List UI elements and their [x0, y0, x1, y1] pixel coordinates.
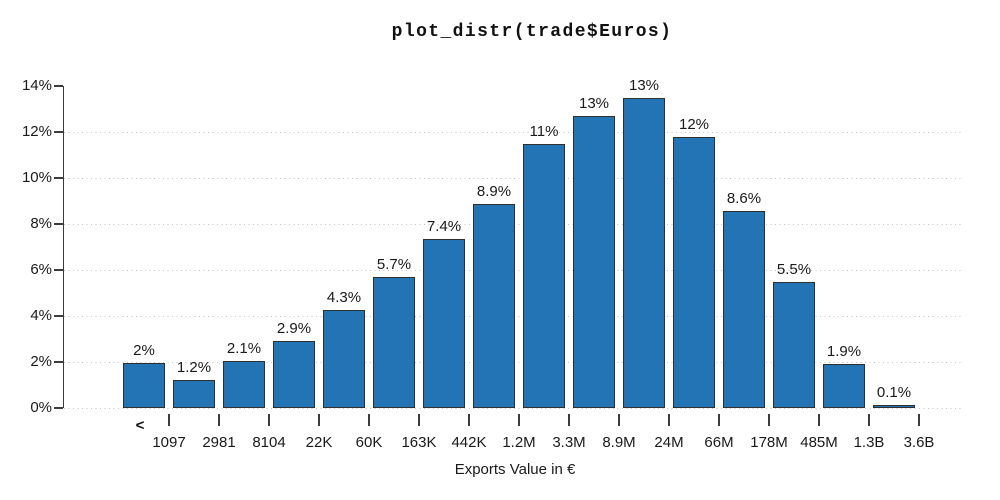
x-tick-label: 1097 [152, 434, 186, 451]
y-axis-line [62, 86, 64, 408]
x-tick [518, 414, 520, 426]
bar-value-label: 11% [529, 122, 559, 140]
x-tick [168, 414, 170, 426]
bar [723, 211, 765, 408]
bar [873, 405, 915, 408]
x-tick-label: 22K [305, 434, 333, 451]
y-tick-label: 12% [21, 123, 52, 140]
x-axis-title: Exports Value in € [454, 461, 576, 478]
bar-value-label: 2.1% [226, 339, 262, 357]
chart-title: plot_distr(trade$Euros) [391, 22, 673, 42]
gridline [64, 178, 962, 179]
x-tick [318, 414, 320, 426]
gridline [64, 132, 962, 133]
y-tick [54, 131, 63, 133]
bar-value-label: 4.3% [326, 289, 362, 307]
x-tick-label: 1.3B [853, 434, 885, 451]
x-tick [568, 414, 570, 426]
bar-value-label: 2.9% [276, 320, 312, 338]
y-tick-label: 10% [21, 169, 52, 186]
x-tick [868, 414, 870, 426]
less-than-marker: < [135, 417, 145, 434]
y-tick [54, 269, 63, 271]
bar-value-label: 2% [133, 342, 155, 360]
bar [173, 380, 215, 408]
x-tick [918, 414, 920, 426]
bar-value-label: 5.7% [376, 255, 412, 273]
y-tick [54, 361, 63, 363]
x-tick-label: 3.3M [552, 434, 586, 451]
bar-value-label: 7.4% [426, 217, 462, 235]
y-tick-label: 8% [30, 215, 52, 232]
x-tick [268, 414, 270, 426]
y-tick [54, 223, 63, 225]
bar [373, 276, 415, 408]
bar-value-label: 13% [628, 76, 660, 94]
bar-value-label: 12% [678, 115, 710, 133]
x-tick-label: 442K [451, 434, 487, 451]
x-tick [418, 414, 420, 426]
y-tick [54, 407, 63, 409]
bar-value-label: 1.2% [176, 359, 212, 377]
bar [473, 204, 515, 408]
bar-value-label: 8.6% [726, 190, 762, 208]
y-tick-label: 2% [30, 353, 52, 370]
bar [323, 310, 365, 408]
bar [573, 115, 615, 408]
x-tick-label: 24M [654, 434, 684, 451]
x-tick-label: 2981 [202, 434, 236, 451]
y-tick [54, 177, 63, 179]
x-tick [218, 414, 220, 426]
x-tick-label: 1.2M [502, 434, 536, 451]
y-tick-label: 0% [30, 399, 52, 416]
y-tick [54, 315, 63, 317]
bar-value-label: 0.1% [876, 384, 912, 401]
bar [673, 136, 715, 408]
x-tick-label: 8104 [252, 434, 286, 451]
bar [623, 97, 665, 408]
y-tick-label: 6% [30, 261, 52, 278]
x-tick [468, 414, 470, 426]
bar-value-label: 1.9% [826, 343, 862, 361]
x-tick-label: 178M [750, 434, 788, 451]
bar [273, 341, 315, 408]
x-tick-label: 163K [401, 434, 437, 451]
bar [773, 281, 815, 408]
gridline [64, 408, 962, 409]
x-tick [818, 414, 820, 426]
y-tick-label: 4% [30, 307, 52, 324]
bar [223, 360, 265, 408]
bar-value-label: 8.9% [476, 183, 512, 201]
y-tick-label: 14% [21, 77, 52, 94]
x-tick [768, 414, 770, 426]
x-tick [618, 414, 620, 426]
bar [423, 238, 465, 408]
bar [123, 363, 165, 408]
x-tick [718, 414, 720, 426]
x-tick-label: 8.9M [602, 434, 636, 451]
bar [523, 143, 565, 408]
x-tick-label: 485M [800, 434, 838, 451]
bar-value-label: 13% [578, 94, 610, 112]
x-tick-label: 3.6B [903, 434, 935, 451]
x-tick [368, 414, 370, 426]
x-tick [668, 414, 670, 426]
x-tick-label: 66M [704, 434, 734, 451]
bar-value-label: 5.5% [776, 260, 812, 278]
bar [823, 364, 865, 408]
y-tick [54, 85, 63, 87]
x-tick-label: 60K [355, 434, 383, 451]
